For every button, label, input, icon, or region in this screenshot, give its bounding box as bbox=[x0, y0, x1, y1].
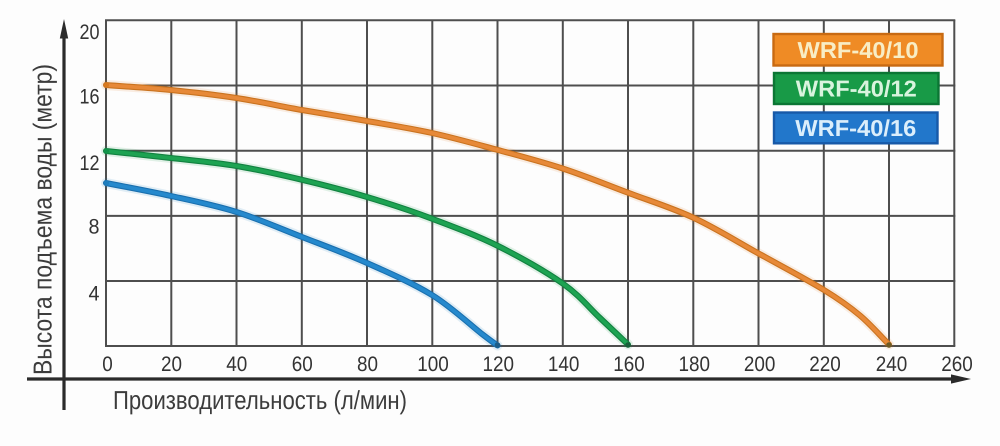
svg-text:20: 20 bbox=[161, 353, 182, 376]
svg-text:80: 80 bbox=[357, 353, 378, 376]
svg-text:260: 260 bbox=[941, 353, 973, 376]
svg-text:160: 160 bbox=[613, 353, 645, 376]
svg-text:Производительность (л/мин): Производительность (л/мин) bbox=[113, 385, 407, 415]
svg-text:60: 60 bbox=[292, 353, 313, 376]
svg-text:40: 40 bbox=[226, 353, 247, 376]
svg-text:WRF-40/10: WRF-40/10 bbox=[798, 37, 919, 63]
svg-text:WRF-40/12: WRF-40/12 bbox=[796, 76, 917, 102]
svg-text:0: 0 bbox=[102, 353, 113, 376]
svg-text:140: 140 bbox=[548, 353, 580, 376]
svg-text:12: 12 bbox=[80, 152, 100, 175]
svg-text:220: 220 bbox=[809, 353, 841, 376]
svg-text:8: 8 bbox=[89, 216, 100, 239]
svg-text:120: 120 bbox=[483, 353, 515, 376]
svg-text:240: 240 bbox=[876, 353, 908, 376]
svg-text:Высота подъема воды (метр): Высота подъема воды (метр) bbox=[28, 64, 58, 375]
svg-text:180: 180 bbox=[679, 353, 711, 376]
svg-text:4: 4 bbox=[89, 282, 100, 305]
svg-text:16: 16 bbox=[80, 85, 100, 108]
svg-text:20: 20 bbox=[80, 21, 100, 44]
svg-text:100: 100 bbox=[417, 353, 449, 376]
svg-text:WRF-40/16: WRF-40/16 bbox=[795, 115, 916, 141]
svg-text:200: 200 bbox=[744, 353, 776, 376]
